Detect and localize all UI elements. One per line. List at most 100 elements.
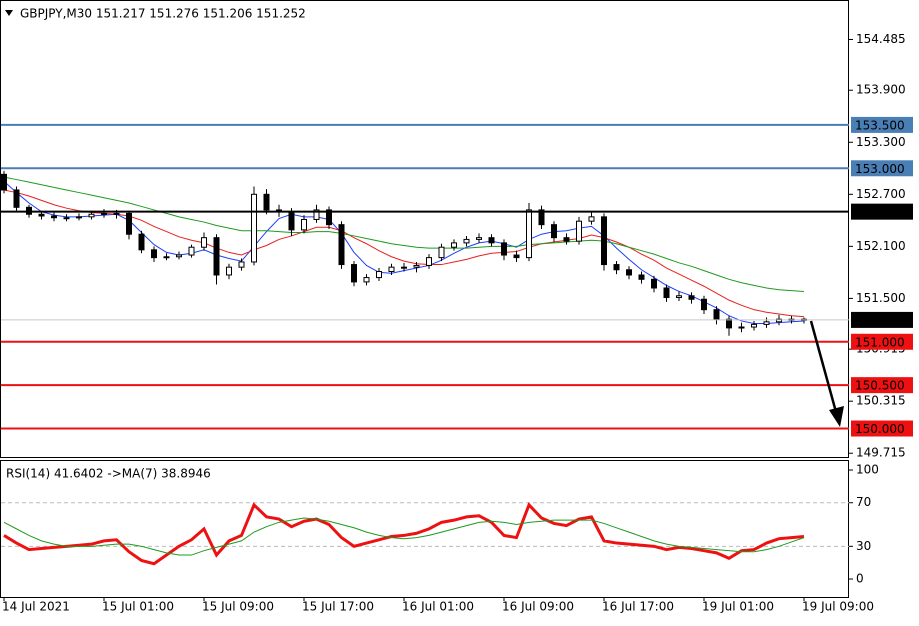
y-tick-label: 30	[856, 539, 871, 553]
level-label: 153.500	[855, 118, 905, 132]
candle-body	[301, 218, 307, 231]
candle-body	[351, 264, 357, 283]
candle-body	[726, 318, 732, 329]
candle-body	[13, 189, 20, 208]
level-label-box	[851, 420, 913, 437]
candle-body	[313, 209, 320, 220]
x-tick-label: 19 Jul 09:00	[802, 600, 874, 614]
candle-body	[76, 216, 82, 219]
x-tick-label: 15 Jul 17:00	[302, 600, 374, 614]
y-tick-label: 70	[856, 495, 871, 509]
candle-body	[401, 266, 407, 269]
level-label-box	[851, 160, 913, 177]
level-label: 150.500	[855, 379, 905, 393]
candle-body	[1, 173, 7, 191]
y-tick-label: 150.315	[856, 394, 906, 408]
y-tick-label: 100	[856, 463, 879, 477]
candle-body	[251, 193, 257, 263]
candle-body	[451, 242, 457, 248]
level-label: 151.252	[855, 313, 905, 327]
candle-body	[751, 323, 757, 328]
candle-body	[738, 326, 745, 329]
candle-body	[101, 212, 107, 215]
symbol-header: GBPJPY,M30 151.217 151.276 151.206 151.2…	[20, 7, 306, 21]
candle-body	[763, 321, 770, 325]
candle-body	[538, 209, 545, 226]
candle-body	[426, 257, 432, 266]
level-label-box	[851, 377, 913, 394]
candle-body	[263, 193, 270, 211]
y-tick-label: 152.100	[856, 239, 906, 253]
candle-body	[601, 216, 607, 266]
candle-body	[88, 213, 95, 218]
candle-body	[388, 266, 395, 273]
rsi-line	[3, 517, 805, 556]
y-tick-label: 154.485	[856, 32, 906, 46]
candle-body	[63, 217, 70, 220]
rsi-panel-frame	[0, 460, 849, 598]
candle-body	[201, 237, 207, 248]
candle-body	[151, 249, 157, 259]
arrow-head	[829, 406, 844, 427]
candle-body	[713, 309, 720, 320]
y-tick-label: 0	[856, 572, 864, 586]
rsi-title: RSI(14) 41.6402 ->MA(7) 38.8946	[6, 467, 211, 481]
level-label-box	[851, 203, 913, 220]
x-tick-label: 14 Jul 2021	[2, 600, 70, 614]
candle-body	[213, 237, 220, 276]
price-panel-frame	[0, 0, 849, 458]
level-label: 152.500	[855, 205, 905, 219]
x-tick-label: 15 Jul 01:00	[102, 600, 174, 614]
candle-body	[638, 274, 645, 280]
candle-body	[176, 254, 182, 258]
level-label-box	[851, 333, 913, 350]
candle-body	[576, 220, 582, 242]
candle-body	[326, 209, 332, 226]
candle-body	[226, 266, 232, 276]
level-label-box	[851, 116, 913, 133]
candle-body	[651, 278, 657, 289]
x-tick-label: 19 Jul 01:00	[702, 600, 774, 614]
candle-body	[338, 224, 345, 266]
level-label-box	[851, 311, 913, 328]
y-tick-label: 151.500	[856, 291, 906, 305]
candle-body	[476, 237, 482, 240]
level-label: 151.000	[855, 335, 905, 349]
y-tick-label: 153.900	[856, 83, 906, 97]
x-tick-label: 15 Jul 09:00	[202, 600, 274, 614]
candle-body	[463, 238, 470, 244]
candle-body	[513, 254, 520, 259]
arrow-shaft	[809, 320, 838, 413]
candle-body	[688, 295, 695, 300]
moving-average	[3, 176, 805, 292]
candle-body	[238, 261, 245, 268]
candle-body	[376, 271, 382, 279]
y-tick-label: 152.700	[856, 187, 906, 201]
candle-body	[413, 264, 420, 268]
candle-body	[51, 215, 57, 219]
candle-body	[38, 213, 45, 217]
candle-body	[676, 295, 682, 299]
candle-body	[438, 246, 445, 259]
candle-body	[138, 233, 145, 251]
candle-body	[526, 209, 532, 259]
y-tick-label: 149.715	[856, 446, 906, 460]
rsi-line	[3, 502, 805, 566]
level-label: 153.000	[855, 162, 905, 176]
moving-average	[3, 189, 805, 318]
candle-body	[188, 246, 195, 256]
x-tick-label: 16 Jul 09:00	[502, 600, 574, 614]
candle-body	[588, 216, 595, 222]
y-tick-label: 153.300	[856, 135, 906, 149]
candle-body	[626, 269, 632, 276]
candle-body	[663, 287, 670, 299]
menu-triangle[interactable]	[5, 10, 13, 16]
candle-body	[163, 256, 170, 259]
x-tick-label: 16 Jul 01:00	[402, 600, 474, 614]
forecast-arrow	[809, 320, 844, 427]
candle-body	[563, 237, 570, 242]
candle-body	[488, 237, 495, 244]
level-label: 150.000	[855, 422, 905, 436]
candle-body	[363, 277, 370, 283]
